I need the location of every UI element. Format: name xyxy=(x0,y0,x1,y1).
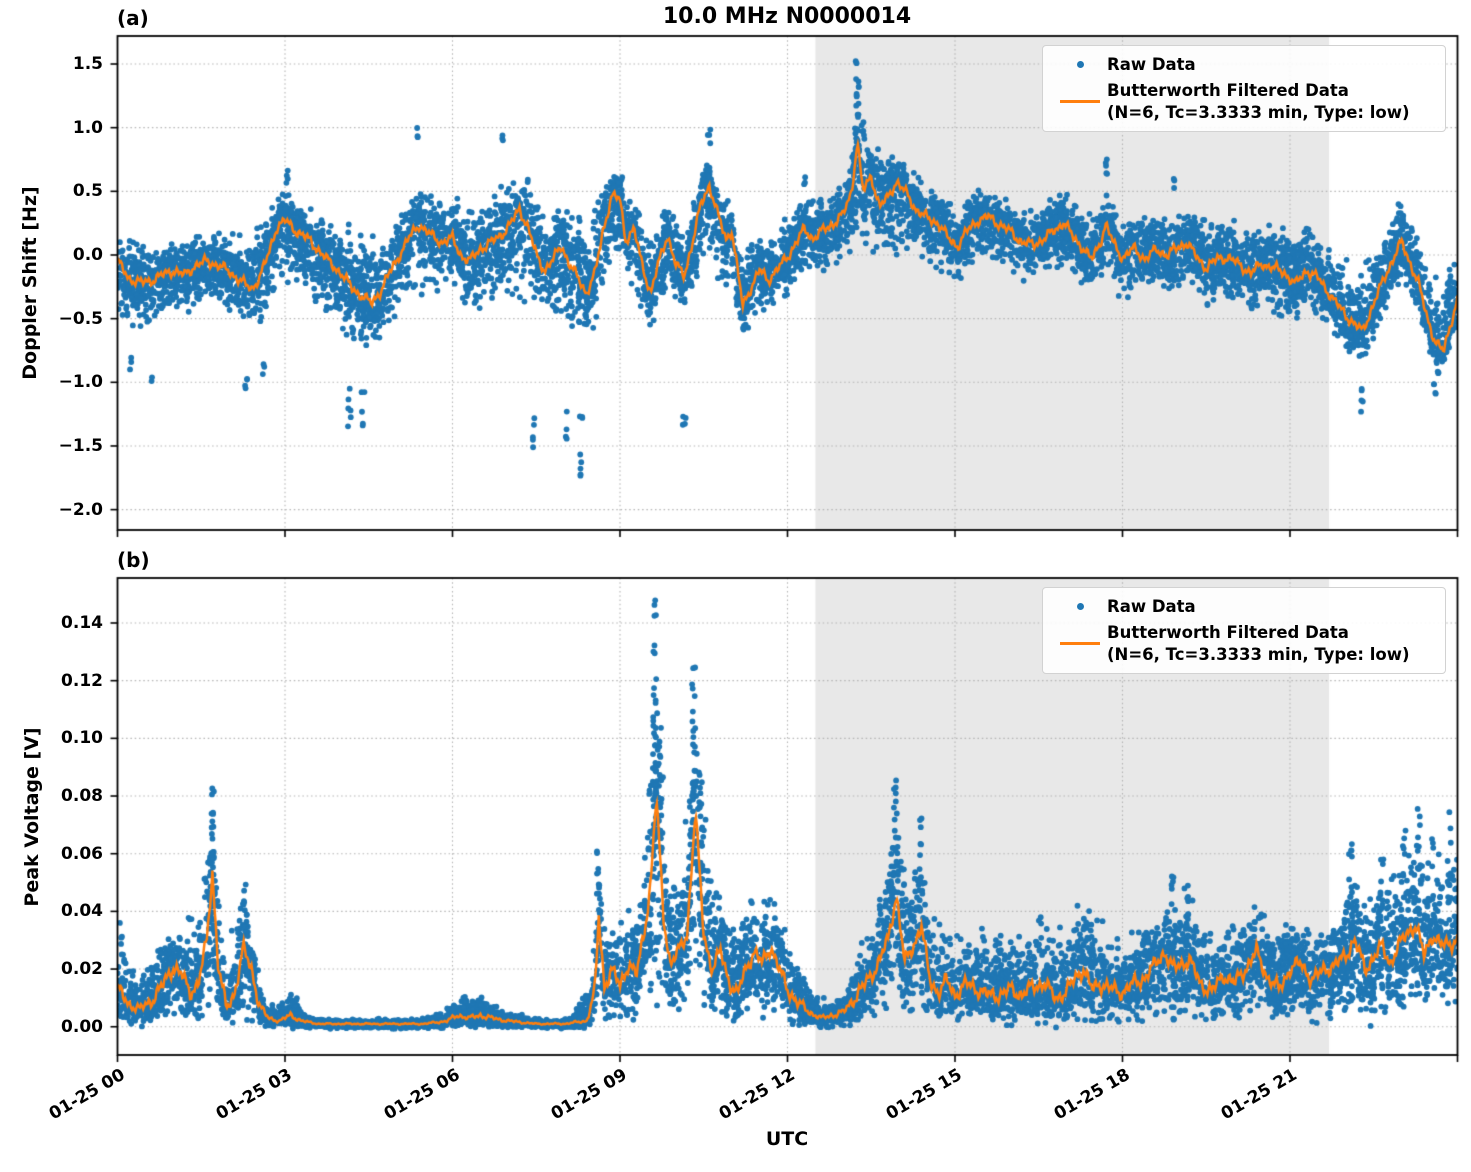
legend-filtered-line1: Butterworth Filtered Data xyxy=(1107,622,1349,642)
legend-filtered-line2: (N=6, Tc=3.3333 min, Type: low) xyxy=(1107,644,1410,664)
legend-filtered-line2: (N=6, Tc=3.3333 min, Type: low) xyxy=(1107,102,1410,122)
legend-entry-filtered: Butterworth Filtered Data (N=6, Tc=3.3333… xyxy=(1053,622,1433,666)
legend-filtered-label: Butterworth Filtered Data (N=6, Tc=3.3333… xyxy=(1107,80,1410,124)
legend-entry-raw: Raw Data xyxy=(1053,54,1433,76)
legend-entry-filtered: Butterworth Filtered Data (N=6, Tc=3.3333… xyxy=(1053,80,1433,124)
legend-entry-raw: Raw Data xyxy=(1053,596,1433,618)
filtered-line-marker-icon xyxy=(1053,99,1107,104)
legend-raw-label: Raw Data xyxy=(1107,55,1196,74)
legend-filtered-label: Butterworth Filtered Data (N=6, Tc=3.3333… xyxy=(1107,622,1410,666)
raw-data-marker-icon xyxy=(1053,61,1107,69)
legend-raw-label: Raw Data xyxy=(1107,597,1196,616)
legend-filtered-line1: Butterworth Filtered Data xyxy=(1107,80,1349,100)
legend-panel-a: Raw Data Butterworth Filtered Data (N=6, … xyxy=(1042,45,1446,133)
raw-data-marker-icon xyxy=(1053,603,1107,611)
legend-panel-b: Raw Data Butterworth Filtered Data (N=6, … xyxy=(1042,587,1446,675)
filtered-line-marker-icon xyxy=(1053,641,1107,646)
